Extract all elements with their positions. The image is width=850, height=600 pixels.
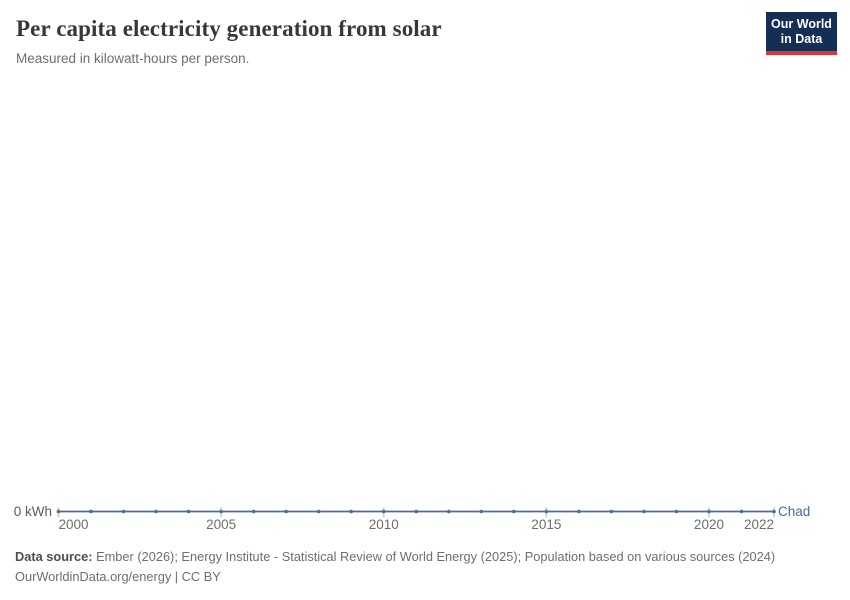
- data-point: [89, 509, 93, 514]
- data-source-text: Ember (2026); Energy Institute - Statist…: [92, 549, 776, 564]
- owid-logo-text-line1: Our World: [771, 17, 832, 31]
- data-point: [251, 509, 256, 514]
- x-axis-tick-label: 2010: [368, 517, 399, 532]
- citation-link[interactable]: OurWorldinData.org/energy | CC BY: [15, 569, 221, 584]
- x-axis-tick-label: 2022: [743, 517, 774, 532]
- data-point: [186, 509, 191, 514]
- data-point: [446, 509, 451, 514]
- data-point: [707, 509, 711, 514]
- data-point: [642, 509, 646, 514]
- data-source-line: Data source: Ember (2026); Energy Instit…: [15, 547, 805, 567]
- data-point: [219, 509, 223, 514]
- data-point: [739, 509, 744, 514]
- data-source-label: Data source:: [15, 549, 93, 564]
- data-point: [609, 509, 614, 514]
- page-title: Per capita electricity generation from s…: [16, 16, 442, 41]
- data-point: [121, 509, 126, 514]
- data-point: [316, 509, 321, 514]
- data-point: [577, 509, 581, 514]
- data-point: [284, 509, 288, 514]
- data-point: [674, 509, 679, 514]
- x-axis-tick-label: 2015: [531, 517, 562, 532]
- owid-logo-text-line2: in Data: [780, 32, 823, 46]
- x-axis-tick-label: 2020: [693, 517, 724, 532]
- data-point: [414, 509, 419, 514]
- data-point: [544, 509, 549, 514]
- data-point: [56, 509, 61, 514]
- series-label-chad[interactable]: Chad: [778, 504, 811, 519]
- data-point: [349, 509, 354, 514]
- chart-footer: Data source: Ember (2026); Energy Instit…: [15, 547, 805, 587]
- page-subtitle: Measured in kilowatt-hours per person.: [16, 51, 250, 66]
- data-point: [772, 509, 776, 514]
- data-point: [154, 509, 158, 514]
- data-point: [512, 509, 516, 514]
- data-point: [381, 509, 386, 514]
- x-axis-tick-label: 2005: [206, 517, 237, 532]
- x-axis-tick-label: 2000: [58, 517, 89, 532]
- y-axis-tick-label: 0 kWh: [13, 504, 52, 519]
- data-point: [479, 509, 484, 514]
- owid-logo[interactable]: Our World in Data: [766, 12, 837, 55]
